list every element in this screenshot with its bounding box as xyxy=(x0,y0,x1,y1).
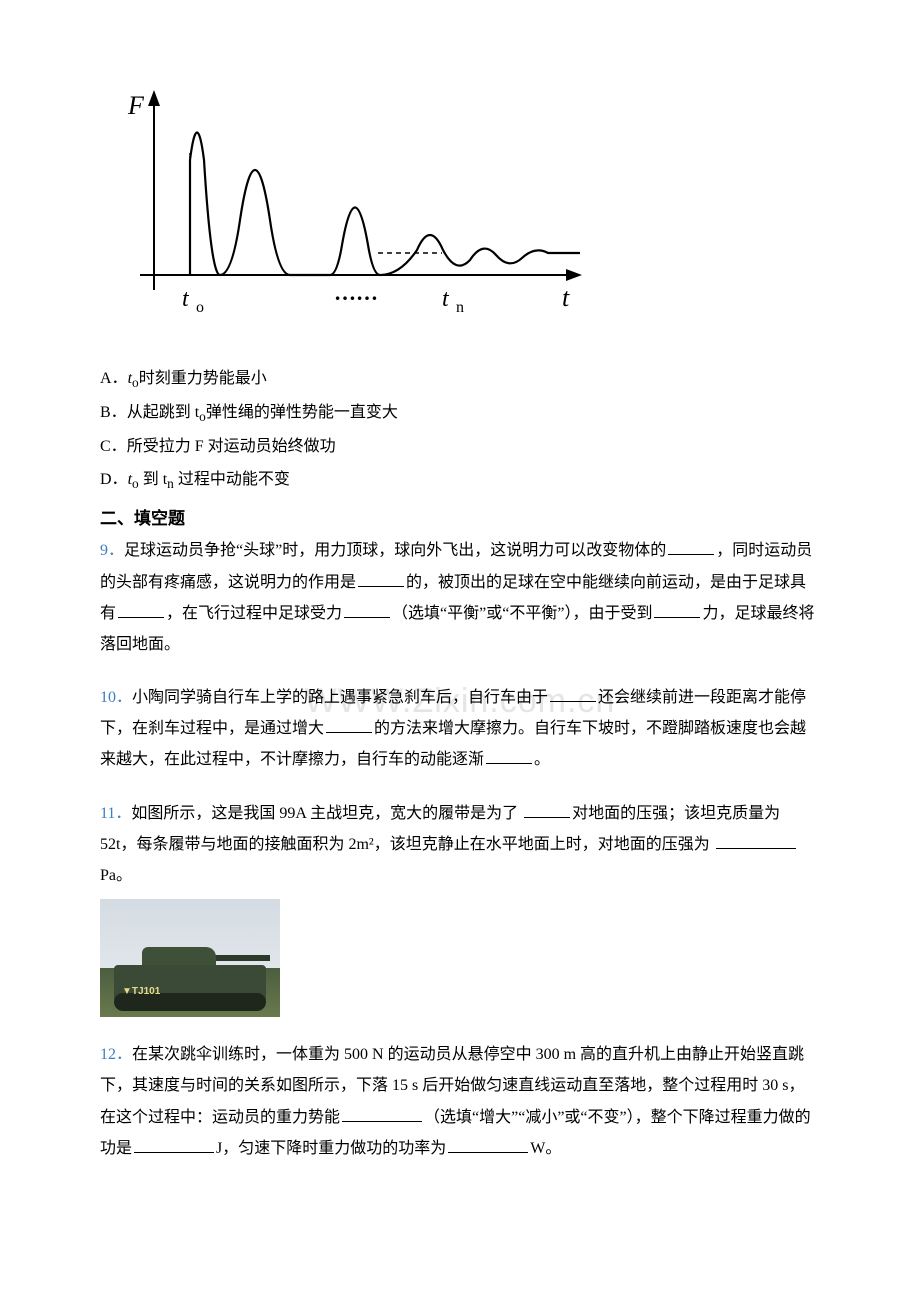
blank xyxy=(118,600,164,618)
svg-text:F: F xyxy=(127,91,145,120)
q10-number: 10． xyxy=(100,689,132,706)
section-2-title: 二、填空题 xyxy=(100,504,820,529)
svg-text:t: t xyxy=(562,283,570,312)
blank xyxy=(668,538,714,556)
blank xyxy=(342,1104,422,1122)
blank xyxy=(134,1135,214,1153)
blank xyxy=(358,569,404,587)
q8-option-b: B．从起跳到 to弹性绳的弹性势能一直变大 xyxy=(100,399,820,429)
q9-number: 9． xyxy=(100,542,124,559)
blank xyxy=(716,831,796,849)
q8-option-a: A．to时刻重力势能最小 xyxy=(100,365,820,395)
q8-option-c: C．所受拉力 F 对运动员始终做功 xyxy=(100,433,820,462)
question-12: 12．在某次跳伞训练时，一体重为 500 N 的运动员从悬停空中 300 m 高… xyxy=(100,1039,820,1164)
ft-graph: F t t o …… t n xyxy=(120,90,820,353)
question-11: 11．如图所示，这是我国 99A 主战坦克，宽大的履带是为了 对地面的压强；该坦… xyxy=(100,798,820,1018)
blank xyxy=(550,684,596,702)
blank xyxy=(524,800,570,818)
question-10: WWW.Zixin.com.cn 10．小陶同学骑自行车上学的路上遇事紧急刹车后… xyxy=(100,682,820,776)
blank xyxy=(486,747,532,765)
question-9: 9．足球运动员争抢“头球”时，用力顶球，球向外飞出，这说明力可以改变物体的，同时… xyxy=(100,535,820,660)
blank xyxy=(654,600,700,618)
svg-text:t: t xyxy=(442,286,450,312)
q8-option-d: D．to 到 tn 过程中动能不变 xyxy=(100,466,820,496)
tank-image: ▼TJ101 xyxy=(100,899,280,1017)
blank xyxy=(344,600,390,618)
svg-text:t: t xyxy=(182,286,190,312)
tank-label: ▼TJ101 xyxy=(122,986,160,997)
ft-graph-svg: F t t o …… t n xyxy=(120,90,590,348)
q11-number: 11． xyxy=(100,805,131,822)
svg-text:o: o xyxy=(196,299,204,316)
blank xyxy=(448,1135,528,1153)
svg-text:……: …… xyxy=(334,280,378,305)
svg-text:n: n xyxy=(456,299,464,316)
blank xyxy=(326,716,372,734)
q12-number: 12． xyxy=(100,1046,132,1063)
